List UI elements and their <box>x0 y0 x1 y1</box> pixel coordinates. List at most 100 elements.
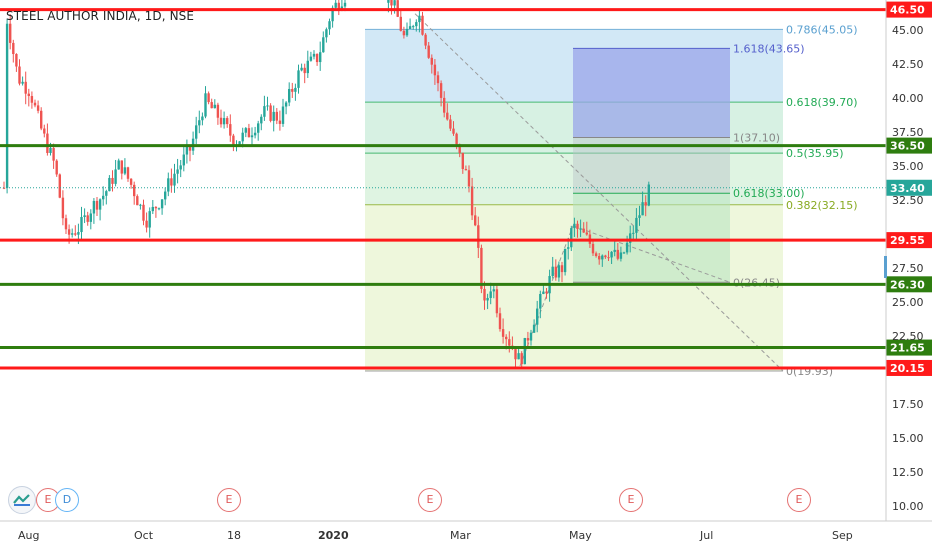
candle-body <box>579 228 582 230</box>
level-price-tag <box>886 137 932 154</box>
candle-body <box>427 45 430 58</box>
candle-body <box>21 81 24 84</box>
candle-body <box>111 177 114 184</box>
trend-dashed-line <box>414 13 784 372</box>
candle-body <box>607 257 610 259</box>
candle-body <box>526 338 530 341</box>
candle-body <box>632 232 635 234</box>
candle-body <box>532 324 536 333</box>
candle-body <box>390 0 393 6</box>
last-price-label: 33.40 <box>890 182 925 195</box>
candle-body <box>160 199 164 209</box>
candle-body <box>334 2 337 8</box>
candle-body <box>83 215 86 218</box>
candle-body <box>508 339 511 346</box>
candle-body <box>95 200 99 210</box>
candle-body <box>120 160 123 174</box>
candle-body <box>467 170 471 187</box>
level-price-label: 21.65 <box>890 342 925 355</box>
candle-body <box>198 120 201 126</box>
candle-body <box>204 93 207 117</box>
level-price-label: 20.15 <box>890 362 925 375</box>
candle-body <box>247 128 251 138</box>
candle-body <box>15 54 18 67</box>
candle-body <box>244 128 247 133</box>
candle-body <box>105 191 108 196</box>
fib2-label: 1.618(43.65) <box>733 42 805 55</box>
earnings-event-icon[interactable]: E <box>619 488 643 512</box>
candle-body <box>117 160 120 170</box>
time-tick-label: 2020 <box>318 529 349 542</box>
fib1-label: 0.786(45.05) <box>786 23 858 36</box>
candle-body <box>179 165 182 170</box>
candle-body <box>644 202 647 206</box>
dividend-event-icon[interactable]: D <box>55 488 79 512</box>
earnings-event-icon[interactable]: E <box>787 488 811 512</box>
candle-body <box>415 22 418 27</box>
earnings-event-icon[interactable]: E <box>217 488 241 512</box>
price-tick-label: 12.50 <box>892 466 924 479</box>
candle-body <box>173 173 176 186</box>
candle-body <box>337 2 340 11</box>
candle-body <box>322 37 325 53</box>
candle-body <box>30 96 34 103</box>
candle-body <box>470 186 474 216</box>
candle-body <box>86 215 89 222</box>
candle-body <box>195 125 198 139</box>
candle-body <box>157 208 161 210</box>
time-tick-label: Jul <box>699 529 713 542</box>
candle-body <box>12 42 15 55</box>
candle-body <box>281 106 285 124</box>
candle-body <box>570 228 573 248</box>
fib2-label: 1(37.10) <box>733 131 780 144</box>
candle-body <box>492 289 495 292</box>
candle-body <box>309 56 313 61</box>
candle-body <box>412 26 415 28</box>
candle-body <box>557 265 561 278</box>
candle-body <box>638 215 641 218</box>
candle-body <box>272 111 275 121</box>
candle-body <box>123 167 127 174</box>
candle-body <box>36 105 40 111</box>
candle-body <box>520 353 523 365</box>
fib1-label: 0.618(39.70) <box>786 96 858 109</box>
candle-body <box>474 215 477 226</box>
candle-body <box>136 196 139 206</box>
price-tick-label: 27.50 <box>892 262 924 275</box>
candle-body <box>439 83 443 98</box>
candle-body <box>567 247 570 249</box>
candle-body <box>129 178 133 185</box>
candle-body <box>523 338 526 365</box>
candle-body <box>9 23 12 43</box>
tradingview-logo-icon[interactable] <box>8 486 36 514</box>
candle-body <box>529 332 533 341</box>
candle-body <box>297 70 300 88</box>
candle-body <box>80 217 83 233</box>
time-tick-label: Sep <box>832 529 853 542</box>
candle-body <box>477 225 480 248</box>
candle-body <box>461 152 464 169</box>
candle-body <box>77 232 80 235</box>
candle-body <box>604 255 607 258</box>
candle-body <box>61 197 65 219</box>
candle-body <box>71 233 74 235</box>
candle-body <box>151 206 154 212</box>
candle-body <box>139 204 142 206</box>
candle-body <box>601 255 604 260</box>
candle-body <box>89 213 92 222</box>
candle-body <box>598 256 601 260</box>
candle-body <box>418 15 421 23</box>
candle-body <box>542 291 545 294</box>
candle-body <box>291 88 294 92</box>
candle-body <box>43 128 46 134</box>
earnings-event-icon[interactable]: E <box>418 488 442 512</box>
candle-body <box>402 30 406 36</box>
time-tick-label: Aug <box>18 529 39 542</box>
candle-body <box>498 313 502 330</box>
candle-body <box>405 28 409 36</box>
candle-body <box>393 0 396 6</box>
candle-body <box>480 247 483 289</box>
fib1-label: 0.5(35.95) <box>786 147 844 160</box>
fib2-zone <box>573 48 730 138</box>
